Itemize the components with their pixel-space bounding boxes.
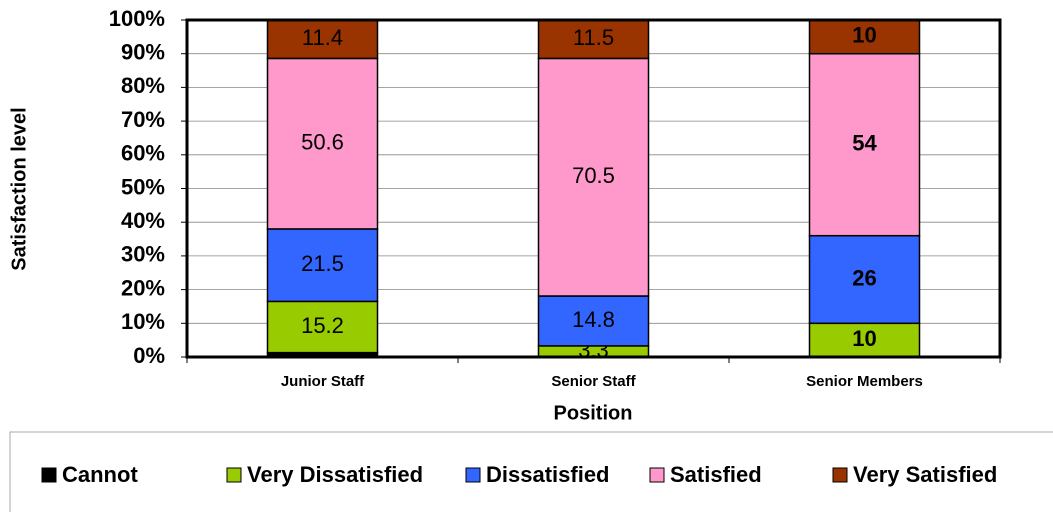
legend-label: Satisfied: [670, 462, 762, 487]
data-label: 70.5: [572, 163, 615, 188]
x-tick-label: Senior Staff: [551, 373, 636, 390]
legend-label: Very Satisfied: [853, 462, 997, 487]
legend-swatch: [649, 467, 665, 483]
legend-swatch: [41, 467, 57, 483]
data-label: 26: [852, 265, 876, 290]
y-tick-label: 30%: [121, 242, 165, 267]
data-label: 10: [852, 326, 876, 351]
y-tick-label: 50%: [121, 174, 165, 199]
y-axis-title: Satisfaction level: [8, 107, 30, 270]
bar-segment: [808, 19, 921, 55]
data-label: 15.2: [301, 313, 344, 338]
bar-segment: [808, 52, 921, 237]
y-tick-label: 60%: [121, 141, 165, 166]
data-label: 21.5: [301, 251, 344, 276]
x-axis-title: Position: [554, 402, 633, 424]
legend-label: Cannot: [62, 462, 138, 487]
y-tick-label: 0%: [133, 343, 165, 368]
data-label: 54: [852, 131, 877, 156]
y-tick-label: 10%: [121, 309, 165, 334]
data-label: 11.4: [302, 25, 343, 50]
x-tick-label: Junior Staff: [281, 373, 365, 390]
data-label: 50.6: [301, 129, 344, 154]
bar-segment: [808, 322, 921, 358]
y-tick-label: 90%: [121, 40, 165, 65]
y-tick-label: 70%: [121, 107, 165, 132]
legend-box: [9, 431, 1053, 512]
legend-label: Very Dissatisfied: [247, 462, 423, 487]
legend-swatch: [832, 467, 848, 483]
data-label: 10: [852, 23, 876, 48]
bar-segment: [537, 295, 650, 347]
y-tick-label: 40%: [121, 208, 165, 233]
bar-segment: [266, 300, 379, 354]
y-tick-label: 20%: [121, 275, 165, 300]
x-tick-label: Senior Members: [806, 373, 923, 390]
data-label: 14.8: [572, 307, 615, 332]
y-tick-label: 80%: [121, 73, 165, 98]
bar-segment: [808, 234, 921, 325]
data-label: 11.5: [573, 25, 614, 50]
y-tick-label: 100%: [109, 6, 165, 31]
bar-segment: [537, 57, 650, 297]
plot-frame: [185, 18, 1002, 359]
legend-swatch: [465, 467, 481, 483]
legend-swatch: [226, 467, 242, 483]
legend-label: Dissatisfied: [486, 462, 610, 487]
bar-segment: [266, 57, 379, 230]
bar-segment: [537, 18, 650, 60]
